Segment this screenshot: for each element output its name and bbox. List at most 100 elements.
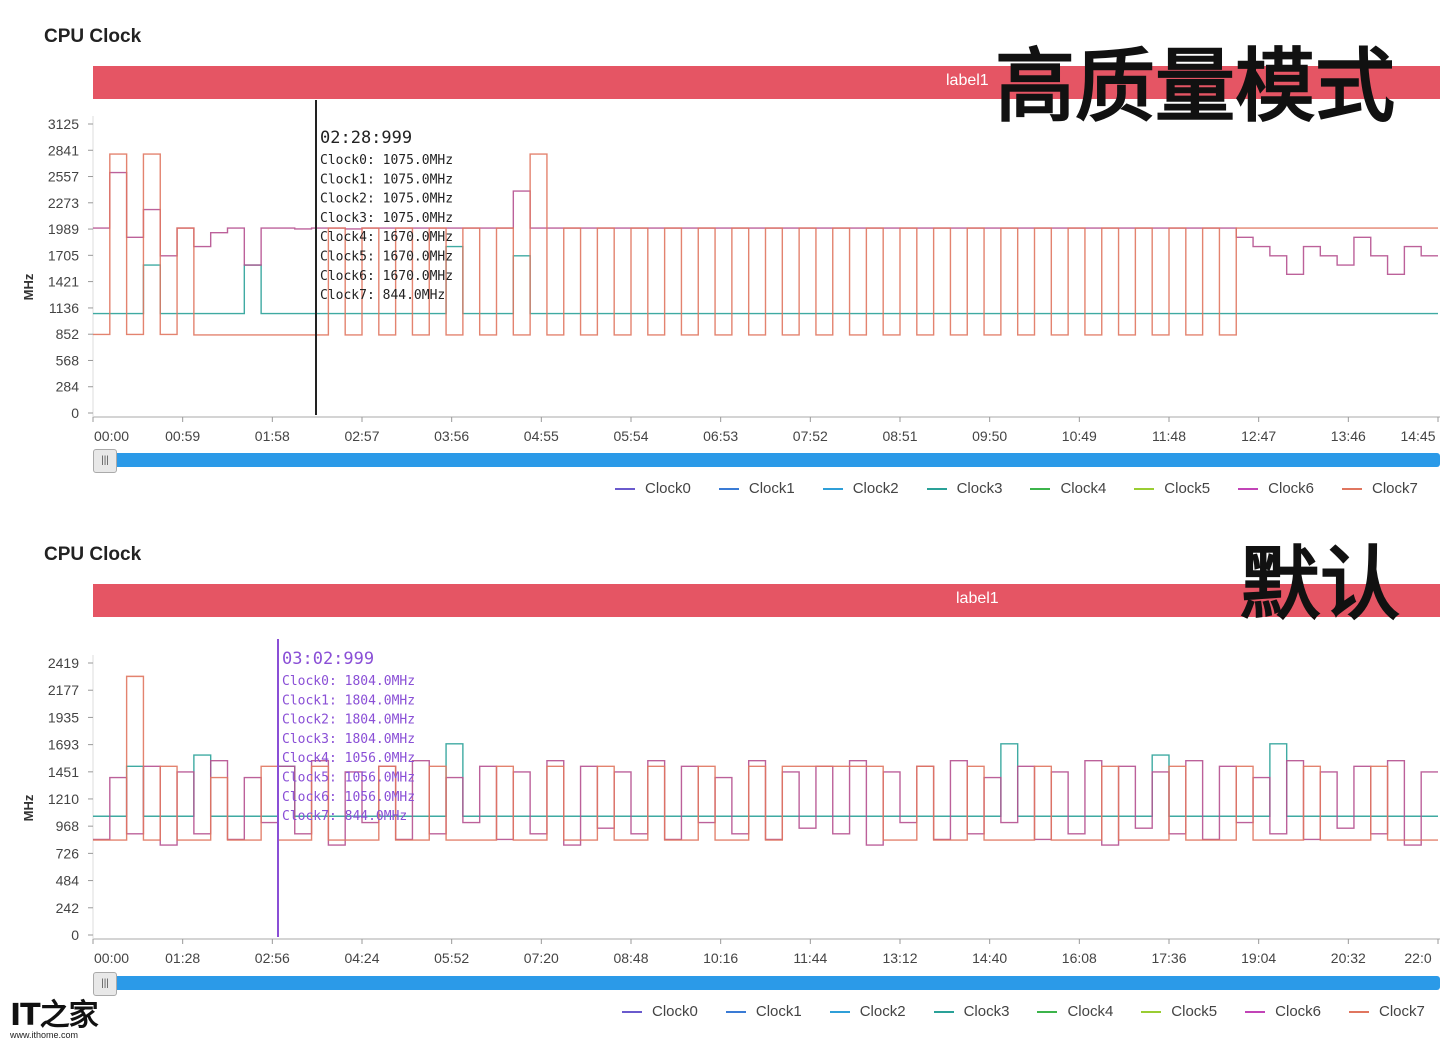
y-tick-label: 2557 <box>48 169 79 185</box>
x-tick-label: 03:56 <box>434 428 469 444</box>
x-tick-label: 13:12 <box>882 950 917 966</box>
y-tick-label: 2177 <box>48 682 79 698</box>
label-bar: label1 <box>93 584 1440 617</box>
x-tick-label: 20:32 <box>1331 950 1366 966</box>
y-tick-label: 1451 <box>48 764 79 780</box>
legend-item-clock5[interactable]: Clock5 <box>1134 480 1210 497</box>
y-tick-label: 284 <box>56 379 80 395</box>
y-tick-label: 726 <box>56 845 80 861</box>
legend-label: Clock7 <box>1379 1003 1425 1020</box>
legend-item-clock2[interactable]: Clock2 <box>829 1003 906 1020</box>
legend-item-clock1[interactable]: Clock1 <box>725 1003 802 1020</box>
legend-label: Clock3 <box>956 480 1003 497</box>
x-tick-label: 11:44 <box>793 950 827 966</box>
legend-item-clock6[interactable]: Clock6 <box>1245 1003 1321 1020</box>
x-tick-label: 02:56 <box>255 950 290 966</box>
y-tick-label: 484 <box>56 873 80 889</box>
mode-title: 默认 <box>1240 538 1400 631</box>
legend-swatch <box>926 487 947 490</box>
y-tick-label: 0 <box>71 405 79 421</box>
chart-legend: Clock0 Clock1 Clock2 Clock3 Clock4 Clock5 Cloc… <box>615 480 1418 497</box>
x-tick-label: 05:52 <box>434 950 469 966</box>
logo-url: www.ithome.com <box>10 1030 79 1040</box>
scrollbar-handle[interactable]: ||| <box>93 972 117 996</box>
chart-legend: Clock0 Clock1 Clock2 Clock3 Clock4 Clock5 Cloc… <box>622 1003 1425 1020</box>
legend-item-clock3[interactable]: Clock3 <box>926 480 1003 497</box>
x-tick-label: 10:16 <box>703 950 738 966</box>
series-line-clock7 <box>93 675 1438 841</box>
x-tick-label: 14:40 <box>972 950 1007 966</box>
y-tick-label: 0 <box>71 927 79 943</box>
y-tick-label: 1421 <box>48 274 79 290</box>
x-tick-label: 07:20 <box>524 950 559 966</box>
time-scrollbar[interactable] <box>93 453 1440 467</box>
label-bar-text: label1 <box>946 72 989 89</box>
legend-item-clock2[interactable]: Clock2 <box>822 480 899 497</box>
tooltip-line: Clock6: 1056.0MHz <box>282 790 415 805</box>
time-scrollbar[interactable] <box>93 976 1440 990</box>
tooltip-line: Clock1: 1075.0MHz <box>320 172 453 187</box>
legend-swatch <box>615 487 635 490</box>
x-tick-label: 08:51 <box>882 428 917 444</box>
x-tick-label: 13:46 <box>1331 428 1366 444</box>
tooltip-line: Clock2: 1804.0MHz <box>282 713 415 728</box>
y-tick-label: 2841 <box>48 142 79 158</box>
legend-label: Clock0 <box>652 1003 698 1020</box>
legend-label: Clock7 <box>1372 480 1418 497</box>
legend-label: Clock5 <box>1171 1003 1218 1020</box>
legend-swatch <box>1245 1010 1266 1013</box>
tooltip-line: Clock4: 1056.0MHz <box>282 751 415 766</box>
y-tick-label: 1989 <box>48 221 79 237</box>
tooltip-line: Clock1: 1804.0MHz <box>282 693 415 708</box>
legend-item-clock4[interactable]: Clock4 <box>1030 480 1106 497</box>
y-tick-label: 1136 <box>49 300 79 316</box>
legend-item-clock0[interactable]: Clock0 <box>622 1003 698 1020</box>
panel-title: CPU Clock <box>44 26 142 47</box>
y-tick-label: 1210 <box>48 791 79 807</box>
legend-item-clock5[interactable]: Clock5 <box>1141 1003 1217 1020</box>
y-tick-label: 2419 <box>48 655 79 671</box>
legend-label: Clock2 <box>859 1003 906 1020</box>
x-tick-label: 09:50 <box>972 428 1007 444</box>
legend-item-clock4[interactable]: Clock4 <box>1037 1003 1113 1020</box>
legend-label: Clock1 <box>755 1003 802 1020</box>
legend-item-clock3[interactable]: Clock3 <box>933 1003 1010 1020</box>
legend-swatch <box>622 1010 642 1013</box>
legend-swatch <box>725 1010 746 1013</box>
scrollbar-handle[interactable]: ||| <box>93 449 117 473</box>
legend-label: Clock3 <box>963 1003 1010 1020</box>
label-bar-text: label1 <box>956 590 999 607</box>
x-tick-label: 06:53 <box>703 428 738 444</box>
y-tick-label: 2273 <box>48 195 79 211</box>
x-tick-label: 07:52 <box>793 428 828 444</box>
x-tick-label: 11:48 <box>1152 428 1186 444</box>
logo-text: IT之家 <box>10 998 99 1033</box>
series-line-clock7 <box>93 153 1438 336</box>
legend-label: Clock0 <box>645 480 691 497</box>
legend-label: Clock6 <box>1275 1003 1322 1020</box>
legend-swatch <box>1141 1010 1162 1013</box>
legend-item-clock7[interactable]: Clock7 <box>1342 480 1418 497</box>
panel-title: CPU Clock <box>44 544 142 565</box>
legend-swatch <box>1342 487 1363 490</box>
legend-swatch <box>1238 487 1259 490</box>
legend-item-clock6[interactable]: Clock6 <box>1238 480 1314 497</box>
legend-swatch <box>1037 1010 1058 1013</box>
legend-item-clock1[interactable]: Clock1 <box>718 480 795 497</box>
legend-item-clock0[interactable]: Clock0 <box>615 480 691 497</box>
x-tick-label: 19:04 <box>1241 950 1276 966</box>
legend-item-clock7[interactable]: Clock7 <box>1349 1003 1425 1020</box>
tooltip-line: Clock7: 844.0MHz <box>282 809 407 824</box>
legend-label: Clock1 <box>748 480 795 497</box>
tooltip-line: Clock6: 1670.0MHz <box>320 269 453 284</box>
x-tick-label: 01:28 <box>165 950 200 966</box>
tooltip-line: Clock4: 1670.0MHz <box>320 230 453 245</box>
legend-swatch <box>1134 487 1155 490</box>
ithome-logo: IT之家 www.ithome.com <box>10 990 99 1040</box>
x-tick-label: 04:24 <box>344 950 379 966</box>
legend-label: Clock2 <box>852 480 899 497</box>
label-bar: label1 <box>93 66 1440 99</box>
y-tick-label: 1705 <box>48 247 79 263</box>
x-tick-label: 00:00 <box>94 950 129 966</box>
